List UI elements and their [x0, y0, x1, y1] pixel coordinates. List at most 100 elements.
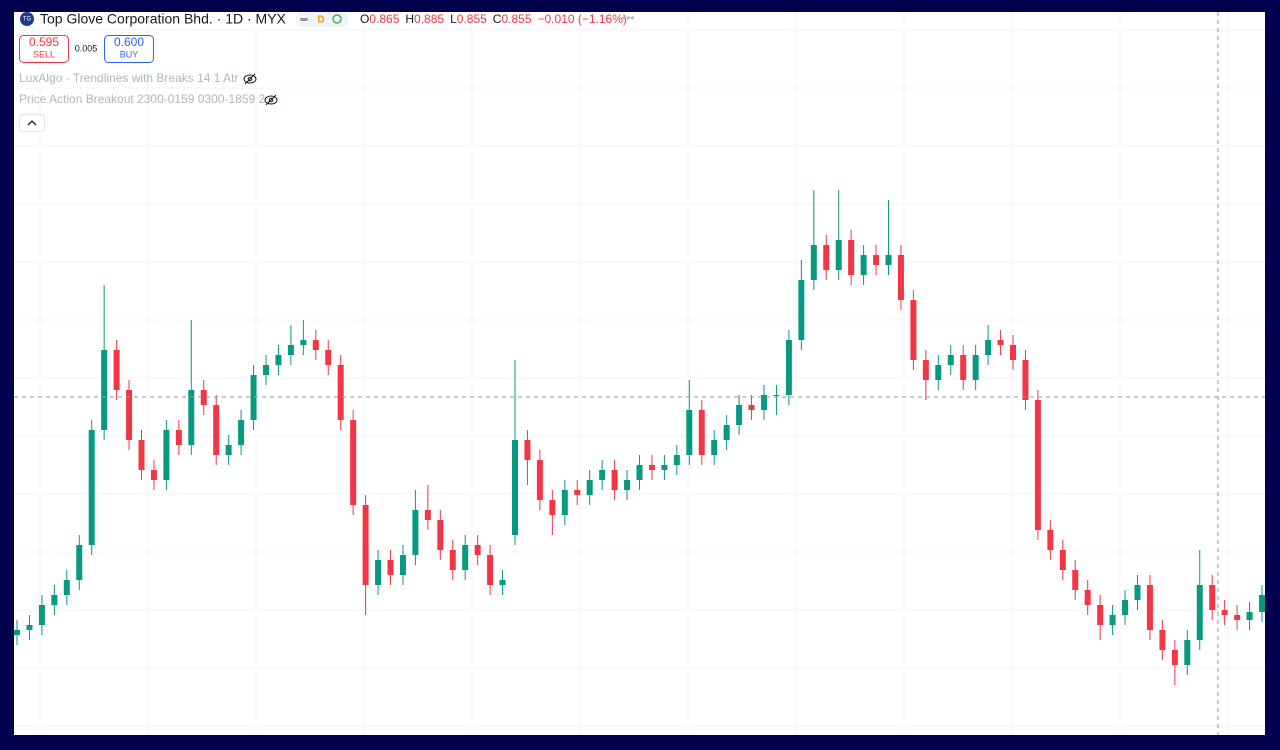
candle-body	[250, 375, 257, 420]
change: −0.010 (−1.16%)	[538, 12, 627, 26]
candle-body	[325, 350, 332, 365]
candle-body	[947, 355, 954, 365]
candle-body	[238, 420, 245, 445]
buy-button[interactable]	[104, 35, 154, 63]
candle-body	[611, 470, 618, 490]
candle-body	[1122, 600, 1129, 615]
candle-body	[499, 580, 506, 585]
candle-body	[711, 440, 718, 455]
candle-body	[624, 480, 631, 490]
candle-body	[848, 240, 855, 275]
candle-body	[985, 340, 992, 355]
ohlc: O0.865 H0.885 L0.855 C0.855 −0.010 (−1.16%)	[360, 12, 627, 26]
candle-body	[14, 630, 20, 635]
candle-body	[1159, 630, 1166, 650]
candle-body	[648, 465, 655, 470]
candle-body	[150, 470, 157, 480]
candle-body	[399, 555, 406, 575]
candle-body	[549, 500, 556, 515]
candle-body	[375, 560, 382, 585]
candle-body	[263, 365, 269, 375]
collapse-button[interactable]	[19, 114, 45, 132]
candle-body	[1209, 585, 1216, 610]
candle-body	[972, 355, 979, 380]
candle-body	[1047, 530, 1054, 550]
candle-body	[935, 365, 942, 380]
candle-body	[163, 430, 170, 480]
indicator-label[interactable]: LuxAlgo - Trendlines with Breaks 14 1 At…	[19, 71, 238, 85]
sell-button[interactable]	[19, 35, 69, 63]
candle-body	[175, 430, 182, 445]
candle-body	[1109, 615, 1116, 625]
candle-body	[673, 455, 680, 465]
candle-body	[1184, 640, 1191, 665]
h-label: H	[405, 12, 414, 26]
candles	[14, 190, 1265, 685]
candle-body	[474, 545, 481, 555]
candle-body	[1246, 612, 1253, 620]
candle-body	[524, 440, 531, 460]
candle-body	[76, 545, 83, 580]
candle-body	[113, 350, 120, 390]
candle-body	[561, 490, 568, 515]
candle-body	[897, 255, 904, 300]
candle-body	[698, 410, 705, 455]
candle-body	[885, 255, 892, 265]
candle-body	[1072, 570, 1079, 590]
delay-badge: D	[317, 15, 324, 26]
candle-body	[1084, 590, 1091, 605]
pane	[14, 12, 1265, 735]
candle-body	[810, 245, 817, 280]
more[interactable]: •••	[622, 11, 635, 25]
candle-body	[362, 505, 369, 585]
candle-body	[38, 605, 45, 625]
grid	[14, 12, 1265, 735]
buy-label: BUY	[120, 49, 139, 59]
candle-body	[424, 510, 431, 520]
candle-body	[586, 480, 593, 495]
candle-body	[1221, 610, 1228, 615]
candle-body	[26, 625, 33, 630]
candle-body	[599, 470, 606, 480]
candle-body	[748, 405, 755, 410]
candle-body	[997, 340, 1004, 345]
candle-body	[1259, 595, 1265, 612]
candle-body	[835, 240, 842, 270]
candle-body	[225, 445, 232, 455]
candle-body	[200, 390, 207, 405]
candle-body	[1134, 585, 1141, 600]
hidden-icon[interactable]	[264, 94, 278, 106]
l-label: L	[450, 12, 457, 26]
candle-body	[536, 460, 543, 500]
candle-body	[88, 430, 95, 545]
hidden-icon[interactable]	[243, 73, 257, 85]
candle-body	[275, 355, 282, 365]
candle-body	[138, 440, 145, 470]
candle-body	[437, 520, 444, 550]
l-value: 0.855	[457, 12, 487, 26]
candle-body	[287, 345, 294, 355]
candle-body	[686, 410, 693, 455]
c-label: C	[493, 12, 502, 26]
indicator-label[interactable]: Price Action Breakout 2300-0159 0300-185…	[19, 92, 266, 106]
candle-body	[51, 595, 58, 605]
candle-body	[300, 340, 307, 345]
candle-body	[785, 340, 792, 395]
candle-body	[462, 545, 469, 570]
candle-body	[960, 355, 967, 380]
market-status	[332, 14, 342, 24]
sell-price: 0.595	[29, 35, 59, 49]
candle-body	[1034, 400, 1041, 530]
candle-body	[1234, 615, 1241, 620]
candle-body	[213, 405, 220, 455]
logo-text: TG	[23, 17, 32, 23]
symbol-title[interactable]: Top Glove Corporation Bhd. · 1D · MYX	[40, 11, 287, 27]
candle-body	[798, 280, 805, 340]
candle-body	[512, 440, 518, 535]
candle-body	[1010, 345, 1016, 360]
candle-body	[412, 510, 419, 555]
c-value: 0.855	[501, 12, 531, 26]
candle-body	[1022, 360, 1029, 400]
